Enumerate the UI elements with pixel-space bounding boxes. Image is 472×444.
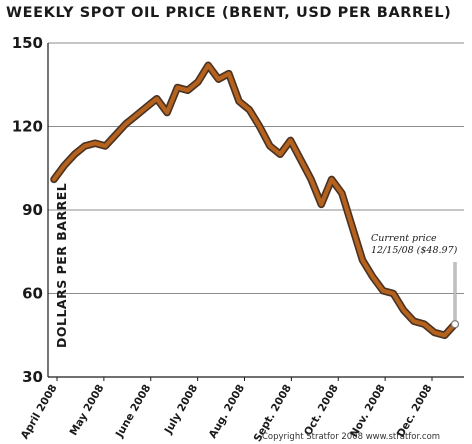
data-point: [351, 225, 354, 228]
y-tick-label-60: 60: [22, 285, 43, 303]
data-point: [371, 275, 374, 278]
data-point: [63, 164, 66, 167]
data-point: [402, 309, 405, 312]
data-point: [104, 144, 107, 148]
price-line: [51, 63, 458, 338]
current-price-annotation: Current price 12/15/08 ($48.97): [371, 233, 460, 329]
data-point: [423, 322, 426, 326]
data-point: [268, 144, 272, 148]
data-point: [320, 203, 323, 206]
data-point: [83, 144, 87, 148]
price-series: [50, 61, 459, 340]
data-point: [412, 320, 416, 323]
annotation-date-price: 12/15/08 ($48.97): [371, 245, 458, 256]
y-tick-label-120: 120: [12, 118, 43, 136]
data-point: [289, 139, 292, 142]
y-tick-label-30: 30: [22, 368, 43, 386]
data-point: [207, 64, 210, 67]
data-point: [392, 292, 395, 295]
data-point: [73, 153, 76, 156]
data-point: [93, 142, 97, 145]
data-point: [237, 100, 241, 103]
data-point: [361, 258, 364, 262]
x-tick-label: Aug. 2008: [207, 383, 247, 441]
data-point: [155, 97, 158, 100]
data-point: [299, 158, 302, 162]
data-point: [196, 80, 200, 84]
data-point: [165, 111, 169, 114]
axes: [47, 43, 464, 378]
y-tick-label-150: 150: [12, 34, 43, 52]
data-point: [248, 108, 251, 112]
data-point: [433, 331, 436, 334]
data-point: [279, 153, 282, 156]
chart-title: WEEKLY SPOT OIL PRICE (BRENT, USD PER BA…: [6, 5, 451, 21]
data-point: [340, 192, 344, 195]
x-tick-label: April 2008: [19, 383, 60, 442]
copyright-credit: Copyright Stratfor 2008 www.stratfor.com: [262, 432, 440, 442]
x-tick-label: Nov. 2008: [348, 383, 388, 440]
y-axis-ticks: 30 60 90 120 150: [12, 34, 43, 386]
x-tick-label: Dec. 2008: [395, 383, 435, 440]
x-tick-label: May 2008: [68, 383, 107, 438]
x-tick-label: Oct. 2008: [302, 383, 341, 438]
data-point: [258, 125, 261, 128]
data-point: [381, 289, 385, 292]
y-axis-label: DOLLARS PER BARREL: [54, 183, 69, 348]
annotation-label: Current price: [371, 233, 437, 244]
data-point: [227, 72, 230, 75]
y-tick-label-90: 90: [22, 201, 43, 219]
data-point: [443, 334, 446, 337]
data-point: [330, 178, 333, 181]
data-point: [114, 133, 117, 136]
data-point: [186, 89, 189, 92]
data-point: [217, 78, 220, 81]
data-point: [176, 86, 179, 89]
data-point: [52, 178, 56, 181]
data-point: [145, 105, 148, 109]
current-price-marker: [450, 320, 460, 329]
data-point: [135, 114, 138, 117]
x-tick-label: July 2008: [162, 383, 200, 437]
x-tick-label: June 2008: [113, 383, 153, 441]
data-point: [309, 178, 313, 181]
data-point: [124, 122, 128, 125]
